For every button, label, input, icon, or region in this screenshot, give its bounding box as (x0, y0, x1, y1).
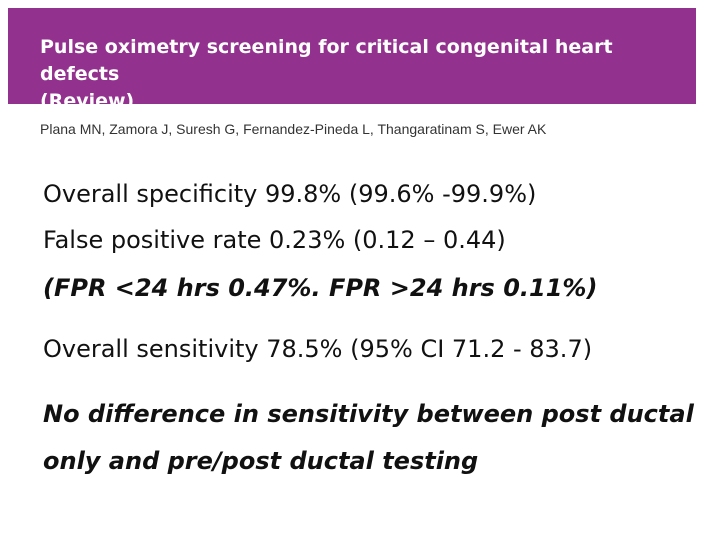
review-title-line-1: Pulse oximetry screening for critical co… (40, 36, 613, 85)
sensitivity-text: Overall sensitivity 78.5% (95% CI 71.2 -… (43, 335, 593, 363)
title-banner: Pulse oximetry screening for critical co… (8, 8, 696, 112)
conclusion-line-2: only and pre/post ductal testing (43, 447, 479, 475)
conclusion-line-1: No difference in sensitivity between pos… (43, 400, 694, 428)
authors-line: Plana MN, Zamora J, Suresh G, Fernandez-… (40, 121, 547, 137)
review-title-line-2: (Review) (40, 90, 135, 112)
fpr-breakdown-text: (FPR <24 hrs 0.47%. FPR >24 hrs 0.11%) (43, 274, 598, 302)
specificity-text: Overall specificity 99.8% (99.6% -99.9%) (43, 180, 537, 208)
false-positive-rate-text: False positive rate 0.23% (0.12 – 0.44) (43, 226, 506, 254)
review-title: Pulse oximetry screening for critical co… (40, 34, 680, 115)
